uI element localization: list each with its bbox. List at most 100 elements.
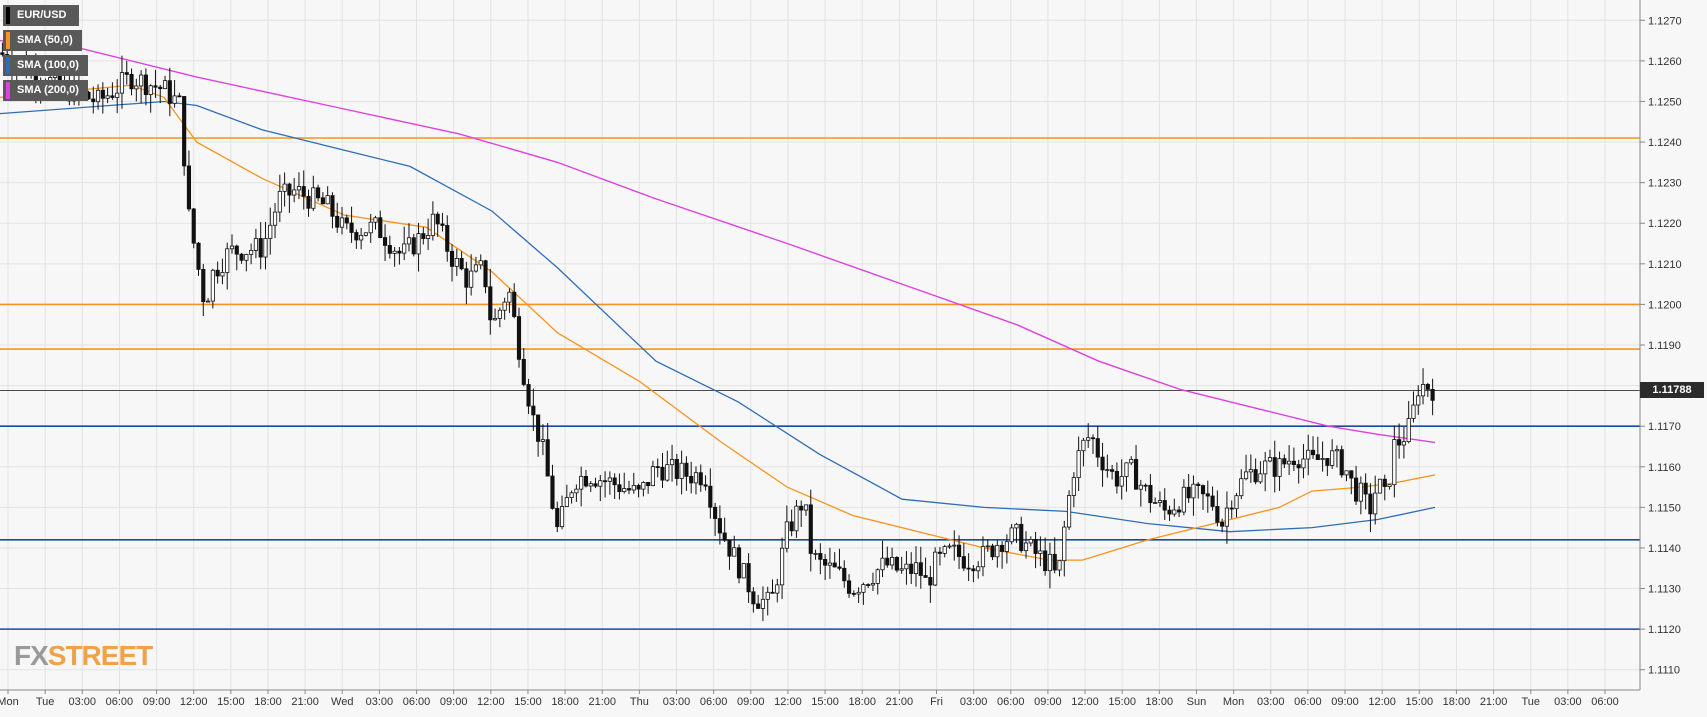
candle-body bbox=[139, 74, 144, 87]
candle-body bbox=[1363, 482, 1368, 495]
candle-body bbox=[856, 591, 861, 595]
candle-body bbox=[607, 477, 612, 482]
x-tick-label: Fri bbox=[930, 696, 943, 708]
candle-body bbox=[234, 245, 239, 255]
candle-body bbox=[1210, 495, 1215, 507]
candle-body bbox=[559, 506, 565, 528]
candle-body bbox=[158, 86, 163, 90]
candle-body bbox=[655, 466, 660, 469]
candle-body bbox=[454, 258, 459, 267]
candle-body bbox=[1368, 493, 1373, 515]
legend-label: SMA (100,0) bbox=[17, 59, 79, 71]
candle-body bbox=[459, 258, 464, 270]
candle-body bbox=[904, 563, 909, 570]
x-tick-label: Mon bbox=[1223, 696, 1244, 708]
candle-body bbox=[741, 563, 746, 579]
candle-body bbox=[818, 553, 823, 560]
candle-body bbox=[784, 521, 789, 549]
candle-body bbox=[1377, 478, 1383, 494]
x-tick-label: 21:00 bbox=[886, 696, 914, 708]
candle-body bbox=[435, 213, 440, 225]
candle-body bbox=[985, 545, 990, 548]
candle-body bbox=[1124, 462, 1129, 477]
candle-body bbox=[1071, 477, 1076, 496]
candle-body bbox=[1181, 486, 1186, 513]
candle-body bbox=[1196, 483, 1201, 486]
x-tick-label: 12:00 bbox=[1368, 696, 1396, 708]
legend-item-symbol: EUR/USD bbox=[3, 5, 79, 26]
candle-body bbox=[426, 235, 431, 239]
candle-body bbox=[1023, 542, 1029, 552]
candle-body bbox=[851, 592, 856, 595]
candle-body bbox=[569, 492, 574, 499]
candle-body bbox=[1167, 509, 1172, 515]
candle-body bbox=[1248, 469, 1253, 473]
candle-body bbox=[827, 562, 832, 566]
candle-body bbox=[316, 187, 321, 199]
legend-label: SMA (200,0) bbox=[17, 84, 79, 96]
candle-body bbox=[928, 577, 933, 586]
candle-body bbox=[1114, 470, 1119, 487]
x-tick-label: 12:00 bbox=[180, 696, 208, 708]
candle-body bbox=[746, 563, 751, 593]
candle-body bbox=[521, 358, 526, 385]
candle-body bbox=[1373, 492, 1378, 515]
x-tick-label: Mon bbox=[0, 696, 19, 708]
candle-body bbox=[880, 557, 885, 571]
x-tick-label: 18:00 bbox=[551, 696, 579, 708]
candle-body bbox=[1239, 478, 1244, 497]
candle-body bbox=[579, 475, 584, 490]
candle-body bbox=[220, 272, 225, 277]
y-tick-label: 1.1190 bbox=[1648, 340, 1681, 352]
candle-body bbox=[770, 591, 775, 594]
x-tick-label: 21:00 bbox=[588, 696, 616, 708]
x-tick-label: 18:00 bbox=[254, 696, 282, 708]
candle-body bbox=[751, 591, 756, 605]
candle-body bbox=[660, 466, 665, 481]
x-tick-label: 06:00 bbox=[997, 696, 1025, 708]
candle-body bbox=[201, 268, 206, 303]
candle-body bbox=[134, 85, 139, 90]
candle-body bbox=[961, 556, 966, 569]
candle-body bbox=[1263, 460, 1268, 475]
candle-body bbox=[1033, 538, 1038, 554]
candle-body bbox=[894, 557, 899, 571]
legend-item-sma-200: SMA (200,0) bbox=[3, 80, 88, 101]
candle-body bbox=[1105, 469, 1110, 472]
candle-body bbox=[1000, 544, 1005, 552]
candle-body bbox=[1234, 495, 1239, 510]
candle-body bbox=[282, 183, 287, 192]
candle-body bbox=[1119, 476, 1124, 487]
candle-body bbox=[703, 484, 708, 487]
candle-body bbox=[674, 458, 679, 479]
candle-body bbox=[1162, 500, 1167, 511]
candle-body bbox=[966, 567, 971, 570]
candle-body bbox=[1172, 509, 1177, 515]
candle-body bbox=[191, 208, 196, 244]
candle-body bbox=[976, 566, 981, 572]
candle-body bbox=[698, 472, 703, 486]
y-tick-label: 1.1210 bbox=[1648, 259, 1682, 271]
candle-body bbox=[689, 475, 694, 484]
y-tick-label: 1.1220 bbox=[1648, 218, 1682, 230]
candle-body bbox=[1425, 384, 1430, 390]
candle-body bbox=[583, 475, 589, 487]
candle-body bbox=[1306, 449, 1311, 460]
candle-body bbox=[765, 591, 770, 600]
candle-body bbox=[1411, 404, 1416, 419]
candle-body bbox=[626, 488, 632, 491]
candle-body bbox=[1052, 553, 1057, 571]
candle-body bbox=[1354, 477, 1359, 502]
candle-body bbox=[885, 557, 890, 566]
candle-body bbox=[115, 92, 120, 98]
candle-body bbox=[870, 583, 876, 586]
x-tick-label: 09:00 bbox=[143, 696, 171, 708]
candle-body bbox=[382, 237, 388, 246]
candle-body bbox=[196, 242, 201, 270]
x-tick-label: 18:00 bbox=[1146, 696, 1174, 708]
y-tick-label: 1.1260 bbox=[1648, 56, 1682, 68]
x-tick-label: 03:00 bbox=[69, 696, 97, 708]
candle-body bbox=[1191, 483, 1196, 499]
candle-body bbox=[354, 232, 359, 241]
